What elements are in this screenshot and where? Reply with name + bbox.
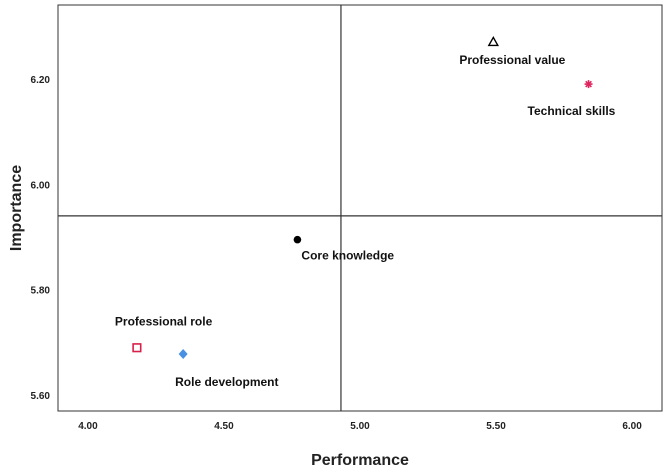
label-professional-value: Professional value — [459, 53, 565, 67]
y-tick-label: 6.20 — [31, 75, 51, 86]
plot-area — [57, 4, 663, 412]
y-tick-label: 5.60 — [31, 391, 51, 402]
x-tick-label: 5.00 — [350, 421, 370, 432]
label-technical-skills: Technical skills — [528, 104, 616, 118]
x-tick-label: 4.50 — [214, 421, 234, 432]
reference-lines — [58, 5, 662, 411]
point-role-development — [178, 349, 188, 360]
point-labels: Professional value Technical skills Core k… — [115, 53, 616, 389]
x-tick-label: 4.00 — [78, 421, 98, 432]
label-core-knowledge: Core knowledge — [301, 249, 394, 263]
label-role-development: Role development — [175, 375, 278, 389]
data-points — [132, 35, 593, 360]
x-axis-ticks: 4.00 4.50 5.00 5.50 6.00 — [78, 421, 642, 432]
y-axis-title: Importance — [8, 165, 25, 251]
label-professional-role: Professional role — [115, 315, 213, 329]
point-professional-value — [487, 35, 500, 47]
point-technical-skills — [584, 80, 593, 89]
x-axis-title: Performance — [311, 452, 409, 469]
y-tick-label: 5.80 — [31, 286, 51, 297]
x-tick-label: 5.50 — [486, 421, 506, 432]
x-tick-label: 6.00 — [622, 421, 642, 432]
point-professional-role — [132, 343, 142, 353]
y-tick-label: 6.00 — [31, 180, 51, 191]
point-core-knowledge — [293, 235, 302, 244]
y-axis-ticks: 6.20 6.00 5.80 5.60 — [31, 75, 51, 402]
